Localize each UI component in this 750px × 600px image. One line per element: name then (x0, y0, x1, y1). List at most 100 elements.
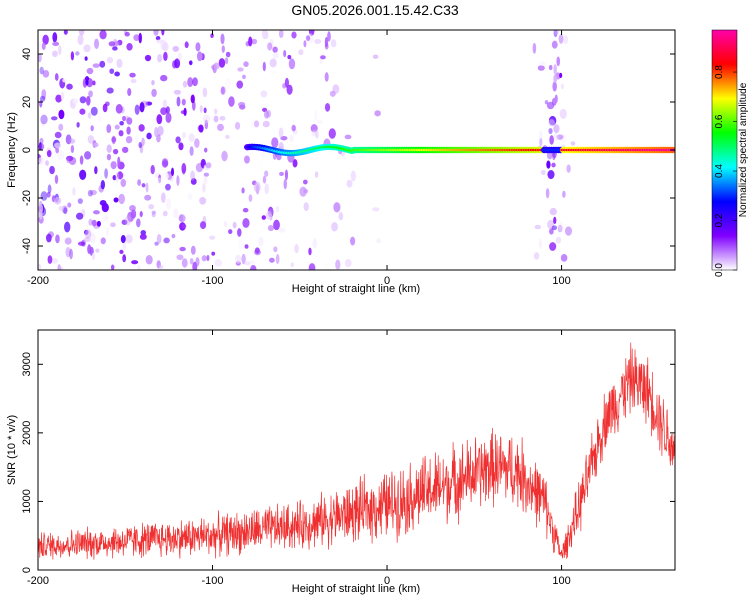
heatmap-cell (376, 238, 382, 244)
heatmap-cell (58, 44, 62, 56)
heatmap-cell (78, 30, 85, 36)
spectrogram-x-label: Height of straight line (km) (292, 283, 420, 295)
heatmap-cell (91, 219, 97, 227)
heatmap-cell (258, 236, 264, 247)
heatmap-cell (40, 95, 46, 102)
heatmap-cell (204, 119, 209, 130)
snr-x-label: Height of straight line (km) (292, 583, 420, 595)
heatmap-cell (344, 134, 352, 140)
heatmap-cell (179, 246, 186, 252)
heatmap-cell (237, 228, 242, 237)
heatmap-cell (113, 197, 119, 203)
heatmap-cell (211, 251, 216, 256)
spectrogram-x-tick-label: 0 (384, 275, 390, 287)
heatmap-cell (267, 225, 275, 232)
heatmap-cells (38, 30, 675, 270)
heatmap-cell (165, 112, 172, 124)
heatmap-cell (54, 142, 62, 149)
heatmap-cell (144, 194, 152, 201)
heatmap-cell (110, 222, 116, 228)
heatmap-cell (65, 246, 71, 258)
heatmap-cell (66, 83, 73, 90)
heatmap-cell (241, 187, 245, 194)
heatmap-cell (151, 213, 156, 218)
heatmap-cell (172, 60, 177, 69)
heatmap-cell (139, 101, 145, 113)
heatmap-cell (220, 86, 225, 95)
heatmap-cell (203, 147, 208, 153)
heatmap-cell (165, 106, 170, 114)
heatmap-cell (47, 255, 53, 264)
spectrogram-y-label: Frequency (Hz) (6, 112, 18, 188)
heatmap-cell (75, 51, 80, 56)
heatmap-cell (219, 115, 226, 121)
heatmap-cell (191, 100, 196, 111)
heatmap-cell (146, 132, 152, 140)
heatmap-cell (348, 199, 353, 206)
heatmap-cell (262, 175, 267, 184)
heatmap-cell (60, 91, 65, 101)
heatmap-cell (199, 105, 203, 113)
heatmap-cell (310, 124, 318, 133)
heatmap-cell (100, 237, 106, 245)
heatmap-cell (228, 96, 235, 107)
heatmap-cell (184, 41, 189, 49)
heatmap-cell (172, 45, 180, 52)
colorbar-tick-label: 0.8 (714, 65, 725, 79)
heatmap-cell (539, 137, 543, 146)
heatmap-cell (202, 182, 206, 193)
heatmap-cell (330, 39, 337, 48)
heatmap-cell (275, 205, 280, 213)
heatmap-cell (102, 103, 108, 113)
heatmap-cell (272, 46, 278, 53)
heatmap-cell (286, 84, 293, 95)
heatmap-cell (551, 162, 556, 168)
heatmap-cell (67, 202, 72, 208)
snr-y-ticks: 0 1000 2000 3000 (21, 352, 675, 573)
spectrogram-x-tick-label: -100 (202, 275, 224, 287)
heatmap-cell (42, 70, 50, 78)
heatmap-cell (284, 169, 289, 181)
heatmap-cell (109, 68, 115, 74)
heatmap-cell (94, 38, 100, 50)
heatmap-cell (315, 129, 319, 139)
heatmap-cell (298, 49, 304, 56)
heatmap-cell (235, 254, 242, 264)
heatmap-cell (284, 77, 289, 88)
heatmap-cell (291, 124, 296, 132)
heatmap-cell (220, 86, 226, 95)
heatmap-cell (126, 126, 131, 135)
heatmap-cell (160, 192, 166, 203)
heatmap-cell (70, 51, 75, 61)
heatmap-cell (178, 214, 186, 223)
spectrogram-y-tick-label: -40 (21, 238, 33, 254)
heatmap-cell (79, 169, 87, 180)
heatmap-cell (333, 202, 341, 213)
heatmap-cell (187, 192, 193, 201)
heatmap-cell (237, 67, 244, 72)
colorbar-ticks: 0.0 0.2 0.4 0.6 0.8 (714, 65, 737, 277)
heatmap-cell (278, 227, 286, 233)
heatmap-cell (137, 179, 142, 186)
heatmap-cell (303, 202, 309, 212)
heatmap-cell (89, 189, 97, 196)
heatmap-cell (327, 31, 331, 42)
heatmap-cell (553, 30, 558, 38)
heatmap-cell (92, 63, 100, 68)
heatmap-cell (118, 130, 124, 137)
heatmap-cell (88, 218, 93, 226)
heatmap-cell (181, 258, 188, 268)
heatmap-cell (553, 64, 557, 75)
heatmap-cell (280, 136, 288, 141)
heatmap-cell (77, 241, 86, 246)
heatmap-cell (232, 221, 237, 229)
heatmap-cell (65, 134, 72, 145)
heatmap-cell (350, 236, 356, 246)
heatmap-cell (220, 33, 225, 45)
heatmap-cell (68, 138, 76, 144)
heatmap-cell (560, 253, 568, 262)
heatmap-cell (283, 178, 288, 190)
heatmap-cell (206, 254, 210, 262)
colorbar-tick-label: 0.6 (714, 114, 725, 128)
heatmap-cell (221, 45, 225, 53)
